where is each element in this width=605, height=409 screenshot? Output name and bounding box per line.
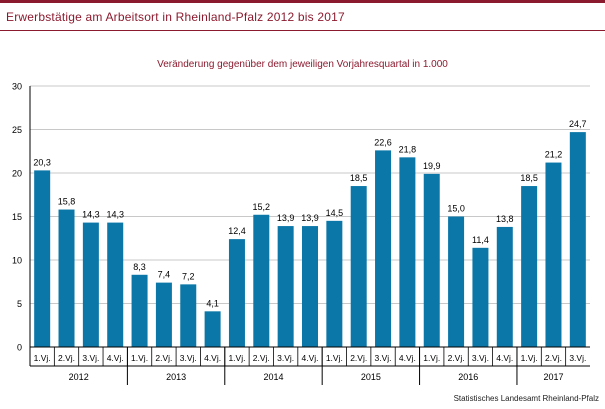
bar — [545, 162, 562, 347]
bar — [569, 132, 586, 347]
data-label: 18,5 — [520, 173, 538, 183]
x-tick-label: 1.Vj. — [34, 353, 51, 363]
x-tick-label: 4.Vj. — [204, 353, 221, 363]
data-label: 12,4 — [228, 226, 246, 236]
x-tick-label: 2.Vj. — [155, 353, 172, 363]
bar — [107, 222, 124, 347]
x-tick-label: 4.Vj. — [399, 353, 416, 363]
data-label: 14,5 — [326, 208, 344, 218]
data-label: 15,8 — [58, 197, 76, 207]
x-tick-label: 2.Vj. — [448, 353, 465, 363]
x-tick-label: 3.Vj. — [375, 353, 392, 363]
x-tick-label: 2.Vj. — [350, 353, 367, 363]
x-tick-label: 2.Vj. — [545, 353, 562, 363]
data-label: 7,4 — [158, 270, 171, 280]
data-label: 13,8 — [496, 214, 514, 224]
data-label: 18,5 — [350, 173, 368, 183]
year-label: 2012 — [69, 372, 89, 382]
bar — [326, 220, 343, 347]
bar — [399, 157, 416, 347]
bar — [496, 226, 513, 347]
data-label: 8,3 — [133, 262, 146, 272]
data-label: 20,3 — [33, 157, 51, 167]
year-label: 2015 — [361, 372, 381, 382]
x-tick-label: 1.Vj. — [423, 353, 440, 363]
data-label: 24,7 — [569, 119, 587, 129]
bar — [302, 226, 318, 347]
x-tick-label: 4.Vj. — [496, 353, 513, 363]
x-tick-label: 3.Vj. — [180, 353, 197, 363]
x-tick-label: 3.Vj. — [472, 353, 489, 363]
data-label: 22,6 — [374, 137, 392, 147]
year-label: 2017 — [543, 372, 563, 382]
year-label: 2014 — [263, 372, 283, 382]
data-label: 4,1 — [206, 298, 219, 308]
data-label: 15,0 — [447, 204, 465, 214]
bar — [423, 173, 440, 347]
data-label: 19,9 — [423, 161, 441, 171]
x-tick-label: 1.Vj. — [131, 353, 148, 363]
x-tick-label: 3.Vj. — [82, 353, 99, 363]
page-title: Erwerbstätige am Arbeitsort in Rheinland… — [6, 10, 345, 24]
bar — [472, 247, 489, 347]
data-label: 11,4 — [472, 235, 489, 245]
bar — [277, 226, 294, 347]
data-label: 21,2 — [545, 150, 563, 160]
x-tick-label: 1.Vj. — [326, 353, 343, 363]
bar — [375, 150, 392, 347]
chart-subtitle: Veränderung gegenüber dem jeweiligen Vor… — [157, 59, 448, 70]
bar — [82, 222, 99, 347]
bar — [155, 282, 172, 347]
top-accent-rule — [0, 0, 605, 3]
bar — [228, 239, 245, 347]
x-tick-label: 4.Vj. — [301, 353, 318, 363]
x-tick-label: 2.Vj. — [253, 353, 270, 363]
x-tick-label: 2.Vj. — [58, 353, 75, 363]
data-label: 13,9 — [301, 213, 319, 223]
x-tick-label: 3.Vj. — [277, 353, 294, 363]
bar — [448, 216, 465, 347]
data-label: 15,2 — [253, 202, 271, 212]
bar — [350, 186, 367, 347]
x-tick-label: 1.Vj. — [228, 353, 245, 363]
y-tick-label: 20 — [12, 169, 22, 179]
data-label: 14,3 — [106, 210, 124, 220]
y-tick-label: 5 — [17, 299, 22, 309]
bar — [131, 274, 148, 347]
y-tick-label: 10 — [12, 256, 22, 266]
data-label: 7,2 — [182, 271, 195, 281]
title-divider — [0, 30, 605, 31]
y-tick-label: 15 — [12, 212, 22, 222]
x-tick-label: 4.Vj. — [107, 353, 124, 363]
x-tick-label: 1.Vj. — [521, 353, 538, 363]
source-note: Statistisches Landesamt Rheinland-Pfalz — [453, 394, 599, 403]
y-tick-label: 0 — [17, 343, 22, 353]
bars — [34, 132, 586, 347]
data-labels: 20,3 15,8 14,3 14,3 8,3 7,4 7,2 4,1 12,4 15,2 13,9… — [33, 119, 586, 308]
bar — [253, 214, 270, 347]
data-label: 13,9 — [277, 213, 295, 223]
axes: 0 5 10 15 20 25 30 1.Vj. 2.Vj. 3.Vj. 4.Vj. 1.Vj. 2.V… — [12, 82, 590, 385]
data-label: 21,8 — [399, 144, 417, 154]
bar — [180, 284, 197, 347]
x-tick-label: 3.Vj. — [569, 353, 586, 363]
year-label: 2013 — [166, 372, 186, 382]
y-tick-label: 25 — [12, 125, 22, 135]
bar — [521, 186, 538, 347]
bar — [204, 311, 221, 347]
bar — [58, 209, 75, 347]
bar — [34, 170, 51, 347]
data-label: 14,3 — [82, 210, 100, 220]
year-label: 2016 — [458, 372, 478, 382]
y-tick-label: 30 — [12, 82, 22, 92]
